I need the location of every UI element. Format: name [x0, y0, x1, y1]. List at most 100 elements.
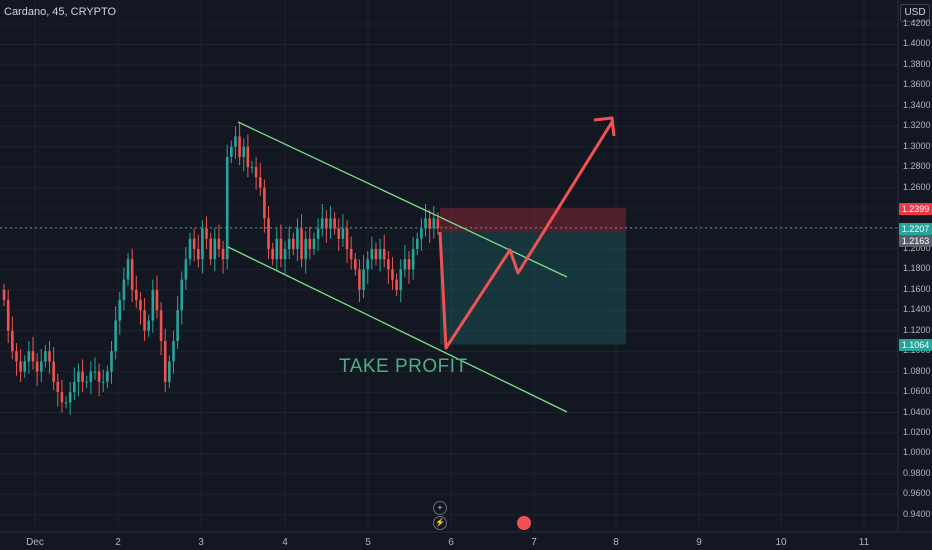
- price-tick-label: 1.0000: [903, 447, 931, 458]
- time-tick-label: 2: [115, 537, 121, 548]
- candle-body: [114, 320, 117, 352]
- time-tick-label: 3: [198, 537, 204, 548]
- candle-body: [279, 238, 283, 260]
- candle-body: [85, 381, 89, 383]
- price-tick-label: 1.0600: [903, 386, 931, 397]
- time-tick-label: 9: [696, 537, 702, 548]
- price-tick-label: 1.1800: [903, 263, 931, 274]
- candle-body: [23, 361, 27, 372]
- candle-body: [147, 320, 150, 331]
- plus-icon[interactable]: +: [433, 501, 447, 515]
- candle-body: [97, 371, 101, 382]
- price-tick-label: 1.4200: [903, 18, 931, 28]
- candle-body: [337, 228, 341, 239]
- candle-body: [77, 371, 80, 382]
- time-tick-label: 4: [282, 537, 288, 548]
- time-tick-label: 5: [365, 537, 371, 548]
- candle-body: [287, 238, 291, 249]
- candle-body: [68, 392, 72, 403]
- candle-body: [312, 238, 316, 249]
- time-tick-label: 10: [775, 537, 787, 548]
- candle-body: [81, 371, 84, 382]
- candle-body: [300, 228, 303, 260]
- channel-lower-line: [227, 246, 568, 413]
- price-tick-label: 1.2800: [903, 161, 931, 172]
- candle-body: [184, 259, 188, 280]
- drawings: [227, 116, 616, 413]
- candles: [2, 122, 440, 415]
- candle-body: [93, 371, 97, 373]
- candle-body: [424, 218, 427, 229]
- price-tick-label: 1.3000: [903, 140, 931, 151]
- price-tick-label: 1.0400: [903, 406, 931, 417]
- symbol-title[interactable]: Cardano, 45, CRYPTO: [4, 6, 117, 18]
- channel-upper-line: [237, 121, 568, 278]
- projection-arrowhead: [593, 116, 616, 137]
- stop-price-tag: 1.2399: [899, 203, 932, 215]
- candle-body: [31, 351, 35, 362]
- candle-body: [238, 136, 241, 157]
- candle-body: [192, 238, 196, 249]
- candle-body: [362, 269, 365, 290]
- candle-body: [155, 289, 159, 311]
- time-tick-label: 8: [613, 537, 619, 548]
- chart-grid: [0, 0, 898, 532]
- candle-body: [387, 259, 390, 270]
- candle-body: [196, 248, 200, 260]
- candle-body: [118, 300, 122, 321]
- candle-body: [201, 228, 204, 260]
- candle-body: [172, 340, 175, 362]
- candle-body: [217, 238, 221, 249]
- candle-body: [234, 136, 237, 147]
- candle-body: [130, 259, 134, 290]
- price-tick-label: 0.9400: [903, 508, 931, 519]
- candle-body: [60, 392, 64, 403]
- candle-body: [11, 330, 14, 352]
- candle-body: [168, 361, 171, 382]
- candle-body: [159, 310, 163, 341]
- lightning-icon[interactable]: ⚡: [433, 516, 447, 530]
- candle-body: [349, 248, 353, 260]
- price-tick-label: 1.4000: [903, 38, 931, 49]
- candle-body: [395, 279, 398, 290]
- candle-body: [213, 238, 217, 260]
- candle-body: [15, 351, 18, 362]
- candle-body: [345, 228, 349, 249]
- us-flag-icon[interactable]: [517, 516, 531, 530]
- candle-body: [6, 300, 10, 331]
- candle-body: [378, 248, 382, 260]
- candle-body: [304, 238, 308, 260]
- candle-body: [221, 248, 225, 260]
- candle-body: [329, 218, 332, 229]
- time-tick-label: Dec: [26, 537, 44, 548]
- last-price-tag: 1.2207: [899, 223, 932, 235]
- candle-body: [64, 402, 68, 404]
- candle-body: [48, 351, 51, 362]
- price-tick-label: 0.9600: [903, 488, 931, 499]
- candle-body: [415, 238, 419, 249]
- candle-body: [428, 218, 431, 229]
- candle-body: [420, 228, 423, 239]
- price-tick-label: 1.0200: [903, 427, 931, 437]
- candle-body: [209, 238, 212, 260]
- candle-body: [353, 259, 357, 270]
- candle-body: [27, 351, 31, 362]
- price-tick-label: 1.3800: [903, 58, 931, 69]
- price-tick-label: 1.3200: [903, 120, 931, 131]
- candle-body: [242, 146, 246, 157]
- candle-body: [225, 156, 229, 260]
- candle-body: [263, 187, 266, 219]
- candle-body: [275, 238, 279, 260]
- candle-body: [370, 248, 374, 260]
- candle-body: [292, 238, 295, 249]
- price-tick-label: 0.9800: [903, 467, 931, 478]
- stop-zone: [440, 208, 626, 233]
- time-tick-label: 11: [858, 537, 870, 548]
- candle-body: [73, 381, 76, 393]
- candle-body: [122, 279, 126, 301]
- candle-body: [101, 381, 105, 383]
- candle-body: [230, 146, 233, 157]
- currency-button[interactable]: USD: [900, 4, 930, 22]
- candle-body: [134, 289, 138, 301]
